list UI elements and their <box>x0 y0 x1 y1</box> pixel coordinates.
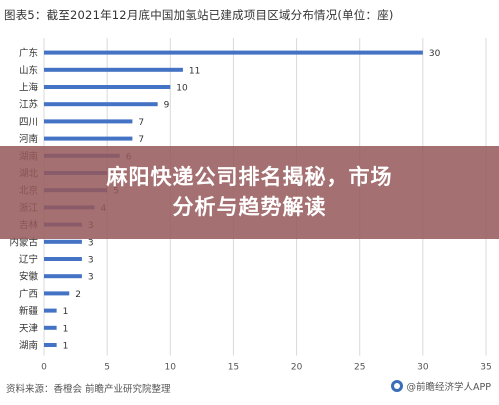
category-label-14: 广西 <box>19 288 38 300</box>
category-label-17: 湖南 <box>19 340 38 352</box>
category-label-11: 内蒙古 <box>9 236 38 248</box>
category-label-2: 上海 <box>19 82 39 94</box>
brand-logo-icon <box>390 380 403 392</box>
category-label-13: 安徽 <box>19 271 39 283</box>
chart-title-text: 图表5：截至2021年12月底中国加氢站已建成项目区域分布情况(单位：座) <box>4 8 394 22</box>
bar-0 <box>44 50 423 55</box>
overlay-headline-line1: 麻阳快递公司排名揭秘，市场 <box>106 165 393 189</box>
brand-credit: @前瞻经济学人APP <box>390 379 491 393</box>
bar-13 <box>44 274 82 279</box>
overlay-banner <box>0 146 499 239</box>
value-label-0: 30 <box>429 49 441 59</box>
bar-17 <box>44 343 57 347</box>
x-tick-label-6: 30 <box>417 363 429 373</box>
value-label-12: 3 <box>88 256 94 266</box>
value-label-17: 1 <box>63 342 69 352</box>
bar-14 <box>44 291 70 296</box>
value-label-11: 3 <box>88 238 94 248</box>
bar-1 <box>44 67 183 72</box>
bar-4 <box>44 119 133 124</box>
x-tick-label-2: 10 <box>165 363 177 373</box>
bar-11 <box>44 239 82 244</box>
bar-15 <box>44 308 57 313</box>
value-label-1: 11 <box>189 66 200 76</box>
category-label-15: 新疆 <box>19 305 39 317</box>
value-label-5: 7 <box>138 135 144 145</box>
category-label-12: 辽宁 <box>19 254 38 266</box>
bar-5 <box>44 136 133 141</box>
bar-12 <box>44 257 82 261</box>
bar-16 <box>44 325 57 330</box>
category-label-0: 广东 <box>19 47 38 59</box>
source-note: 资料来源：香橙会 前瞻产业研究院整理 <box>6 384 171 395</box>
value-label-14: 2 <box>75 290 81 300</box>
category-label-16: 天津 <box>19 323 39 334</box>
x-tick-label-1: 5 <box>104 363 110 373</box>
category-label-1: 山东 <box>19 64 38 76</box>
bar-2 <box>44 85 171 89</box>
bar-3 <box>44 102 158 107</box>
value-label-15: 1 <box>63 307 69 317</box>
value-label-13: 3 <box>88 273 94 283</box>
overlay-headline: 麻阳快递公司排名揭秘，市场 分析与趋势解读 <box>0 162 499 222</box>
x-tick-label-4: 20 <box>291 363 303 373</box>
category-label-5: 河南 <box>19 133 38 145</box>
value-label-4: 7 <box>138 118 144 128</box>
x-tick-label-3: 15 <box>228 363 239 373</box>
chart-title: 图表5：截至2021年12月底中国加氢站已建成项目区域分布情况(单位：座) <box>4 7 496 23</box>
x-tick-label-7: 35 <box>480 363 491 373</box>
value-label-16: 1 <box>63 324 69 334</box>
x-tick-label-0: 0 <box>41 363 47 373</box>
value-label-3: 9 <box>164 101 170 111</box>
x-tick-label-5: 25 <box>354 363 365 373</box>
category-label-3: 江苏 <box>19 99 39 111</box>
value-label-2: 10 <box>176 84 188 94</box>
brand-label: @前瞻经济学人APP <box>406 382 491 393</box>
category-label-4: 四川 <box>19 117 38 128</box>
overlay-headline-line2: 分析与趋势解读 <box>172 195 327 219</box>
